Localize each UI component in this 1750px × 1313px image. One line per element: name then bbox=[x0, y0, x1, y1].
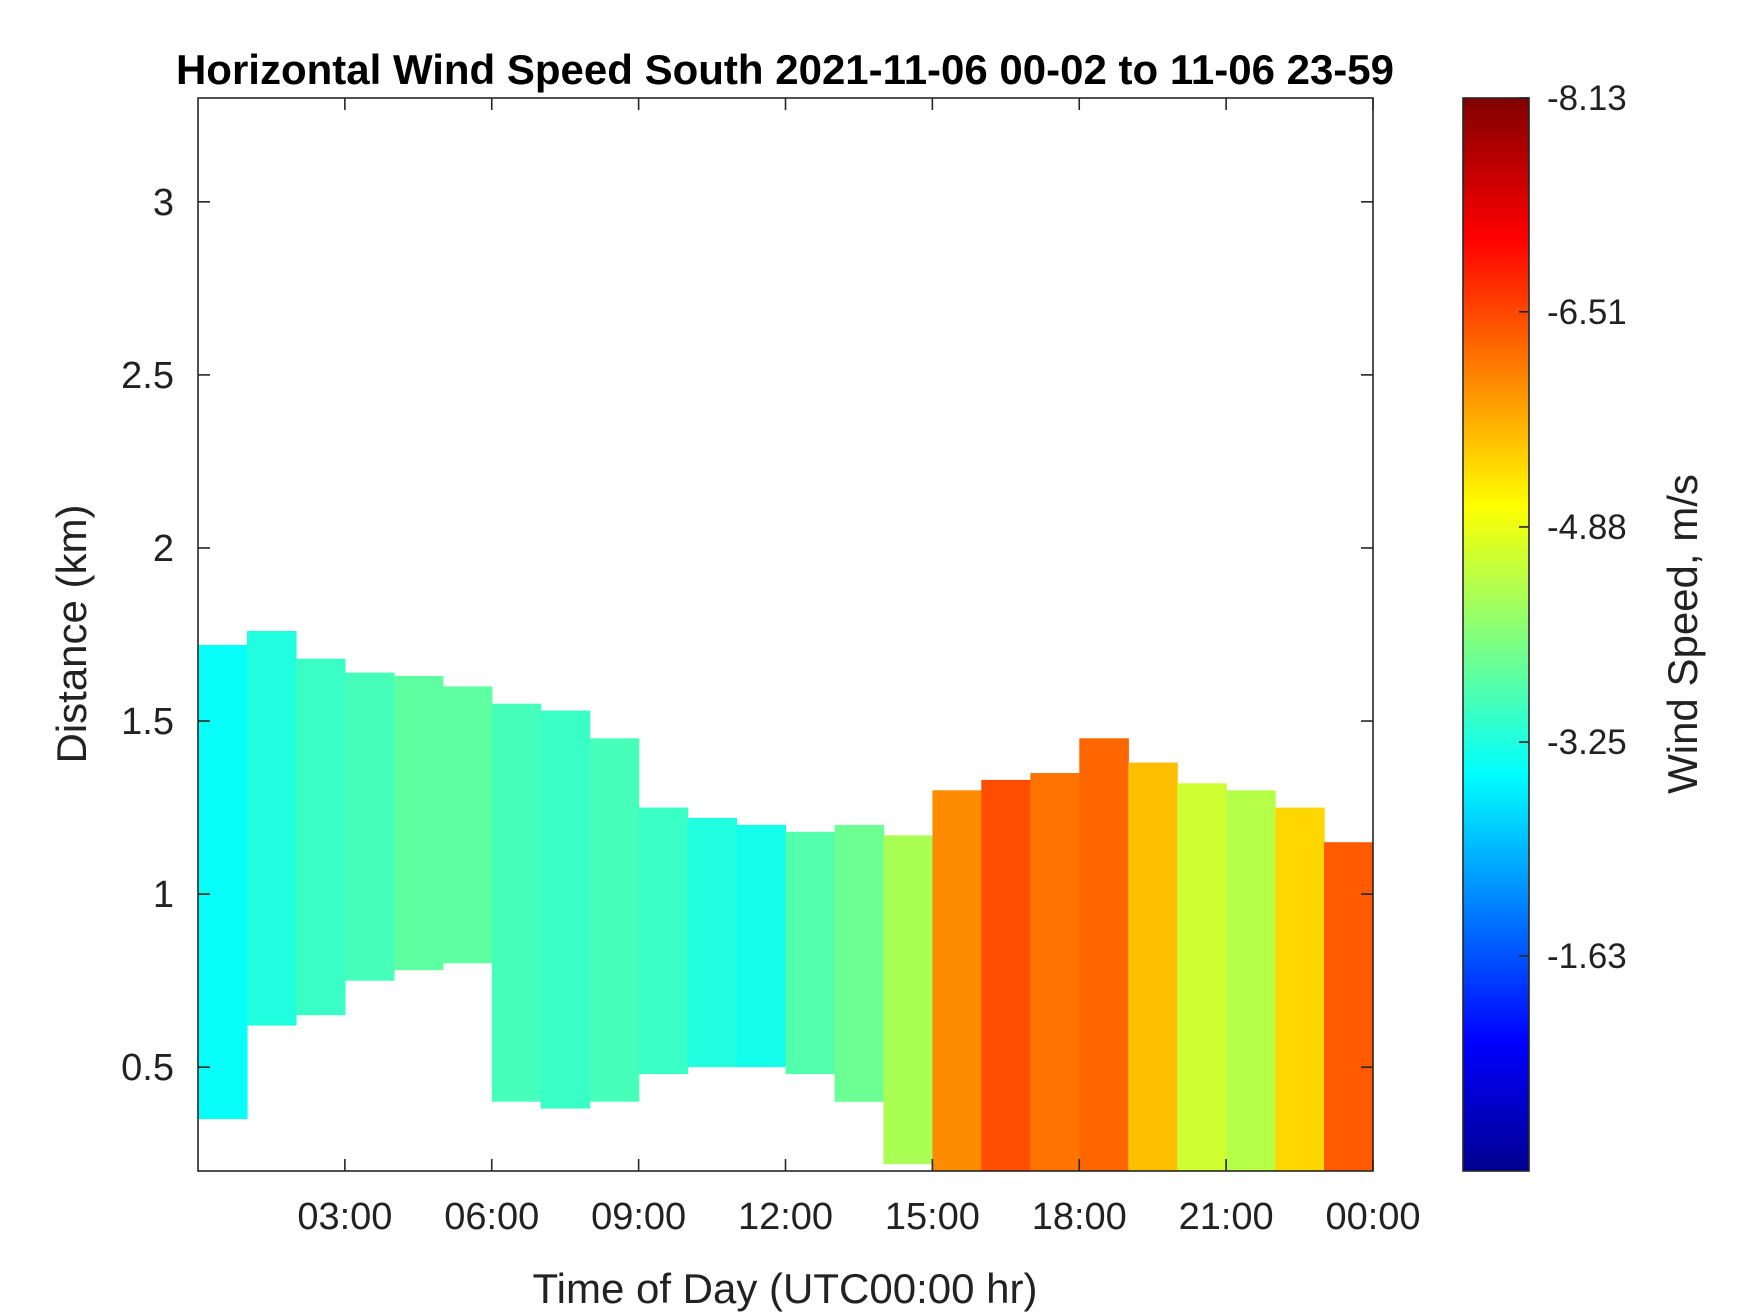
colorbar-ticks: -8.13 -6.51 -4.88 -3.25 -1.63 bbox=[1519, 79, 1627, 976]
heatmap-column bbox=[1275, 807, 1325, 1171]
heatmap-column bbox=[589, 738, 640, 1102]
y-axis-label: Distance (km) bbox=[48, 504, 95, 763]
heatmap-column bbox=[1177, 783, 1227, 1171]
colorbar-tick-label: -3.25 bbox=[1547, 723, 1627, 762]
colorbar-frame bbox=[1462, 97, 1530, 1172]
heatmap-column bbox=[344, 672, 395, 981]
heatmap-column bbox=[442, 686, 493, 964]
heatmap-column bbox=[295, 658, 346, 1016]
y-tick-label: 2.5 bbox=[121, 355, 174, 397]
colorbar-tick-label: -8.13 bbox=[1547, 79, 1627, 118]
heatmap-column bbox=[1030, 773, 1080, 1171]
heatmap-column bbox=[1079, 738, 1129, 1171]
heatmap-column bbox=[1226, 790, 1276, 1171]
heatmap-column bbox=[932, 790, 982, 1171]
heatmap-column bbox=[687, 817, 738, 1068]
colorbar-label: Wind Speed, m/s bbox=[1659, 474, 1706, 794]
chart-title: Horizontal Wind Speed South 2021-11-06 0… bbox=[176, 46, 1394, 93]
y-tick-label: 1 bbox=[153, 874, 174, 916]
colorbar-tick-label: -6.51 bbox=[1547, 293, 1627, 332]
heatmap-column bbox=[198, 644, 248, 1120]
y-tick-label: 2 bbox=[153, 528, 174, 570]
x-tick-label: 09:00 bbox=[591, 1196, 686, 1238]
colorbar bbox=[1463, 98, 1529, 1171]
heatmap-column bbox=[393, 676, 444, 971]
heatmap-column bbox=[981, 779, 1031, 1171]
y-tick-label: 1.5 bbox=[121, 701, 174, 743]
x-axis: 03:00 06:00 09:00 12:00 15:00 18:00 21:00 00:00 bbox=[297, 98, 1421, 1238]
colorbar-tick-label: -4.88 bbox=[1547, 508, 1627, 547]
heatmap-column bbox=[883, 835, 933, 1165]
heatmap-column bbox=[247, 631, 297, 1026]
heatmap-column bbox=[834, 824, 885, 1102]
y-axis: 0.5 1 1.5 2 2.5 3 bbox=[121, 182, 1373, 1089]
x-tick-label: 06:00 bbox=[444, 1196, 539, 1238]
heatmap-column bbox=[638, 807, 689, 1075]
heatmap-column bbox=[1324, 842, 1373, 1171]
colorbar-tick-label: -1.63 bbox=[1547, 937, 1627, 976]
heatmap-column bbox=[736, 824, 787, 1068]
heatmap-column bbox=[785, 831, 836, 1075]
x-tick-label: 15:00 bbox=[885, 1196, 980, 1238]
heatmap-column bbox=[540, 710, 591, 1109]
y-tick-label: 3 bbox=[153, 182, 174, 224]
x-tick-label: 12:00 bbox=[738, 1196, 833, 1238]
x-tick-label: 21:00 bbox=[1179, 1196, 1274, 1238]
heatmap-cells bbox=[198, 631, 1373, 1171]
x-tick-label: 03:00 bbox=[297, 1196, 392, 1238]
heatmap-column bbox=[491, 703, 542, 1102]
x-axis-label: Time of Day (UTC00:00 hr) bbox=[533, 1265, 1038, 1312]
y-tick-label: 0.5 bbox=[121, 1047, 174, 1089]
x-tick-label: 00:00 bbox=[1325, 1196, 1420, 1238]
heatmap-column bbox=[1128, 762, 1178, 1171]
x-tick-label: 18:00 bbox=[1032, 1196, 1127, 1238]
